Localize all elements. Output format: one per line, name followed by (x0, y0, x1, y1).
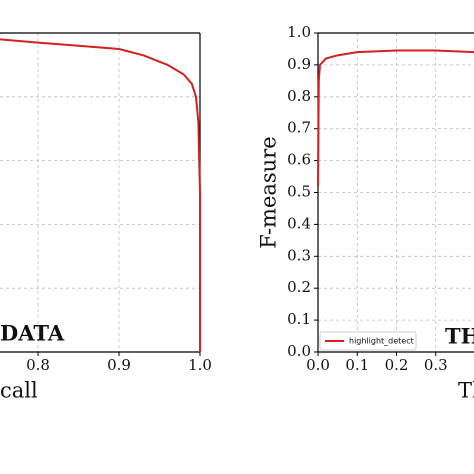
legend-label: highlight_detect (349, 337, 414, 346)
y-tick-label: 0.3 (287, 246, 311, 264)
x-tick-label: 0.9 (107, 356, 131, 374)
annotation: TH (445, 324, 474, 349)
y-tick-label: 1.0 (287, 23, 311, 41)
x-axis-label: Th (458, 379, 474, 403)
x-tick-label: 0.3 (424, 356, 448, 374)
legend-box (319, 331, 417, 351)
x-axis-label: call (0, 379, 38, 403)
x-tick-label: 0.1 (345, 356, 369, 374)
y-tick-label: 0.0 (287, 342, 311, 360)
line-series (317, 49, 474, 187)
y-axis-label: F-measure (257, 136, 281, 248)
y-tick-label: 0.6 (287, 151, 311, 169)
y-tick-label: 0.5 (287, 183, 311, 201)
y-tick-label: 0.8 (287, 87, 311, 105)
annotation: DATA (0, 321, 65, 346)
x-tick-label: 1.0 (188, 356, 212, 374)
y-tick-label: 0.4 (287, 214, 311, 232)
y-tick-label: 0.1 (287, 310, 311, 328)
y-tick-label: 0.2 (287, 278, 311, 296)
x-tick-label: 0.2 (385, 356, 409, 374)
x-tick-label: 0.8 (26, 356, 50, 374)
y-tick-label: 0.7 (287, 119, 311, 137)
line-series (0, 38, 201, 352)
x-tick-label: 0.0 (306, 356, 330, 374)
y-tick-label: 0.9 (287, 55, 311, 73)
